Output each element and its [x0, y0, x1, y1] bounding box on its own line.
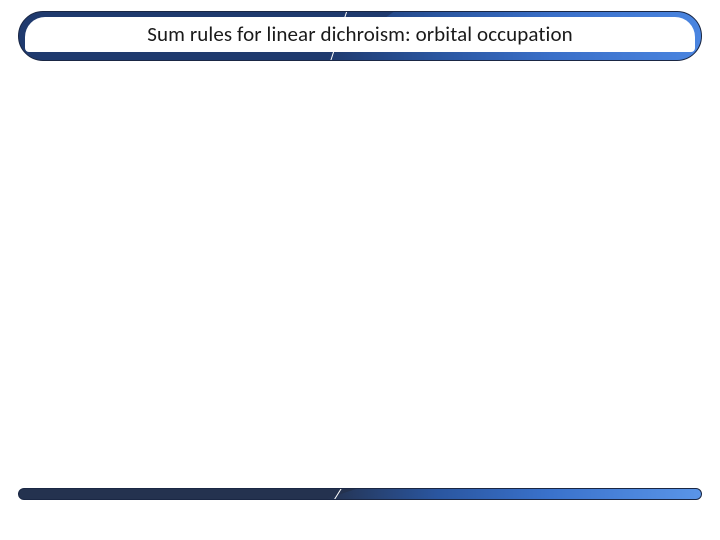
footer-bar-gradient — [326, 489, 701, 499]
slide-title: Sum rules for linear dichroism: orbital … — [19, 21, 701, 47]
footer-bar — [18, 488, 702, 500]
title-bar: Sum rules for linear dichroism: orbital … — [18, 11, 702, 61]
slide: Sum rules for linear dichroism: orbital … — [0, 0, 720, 540]
